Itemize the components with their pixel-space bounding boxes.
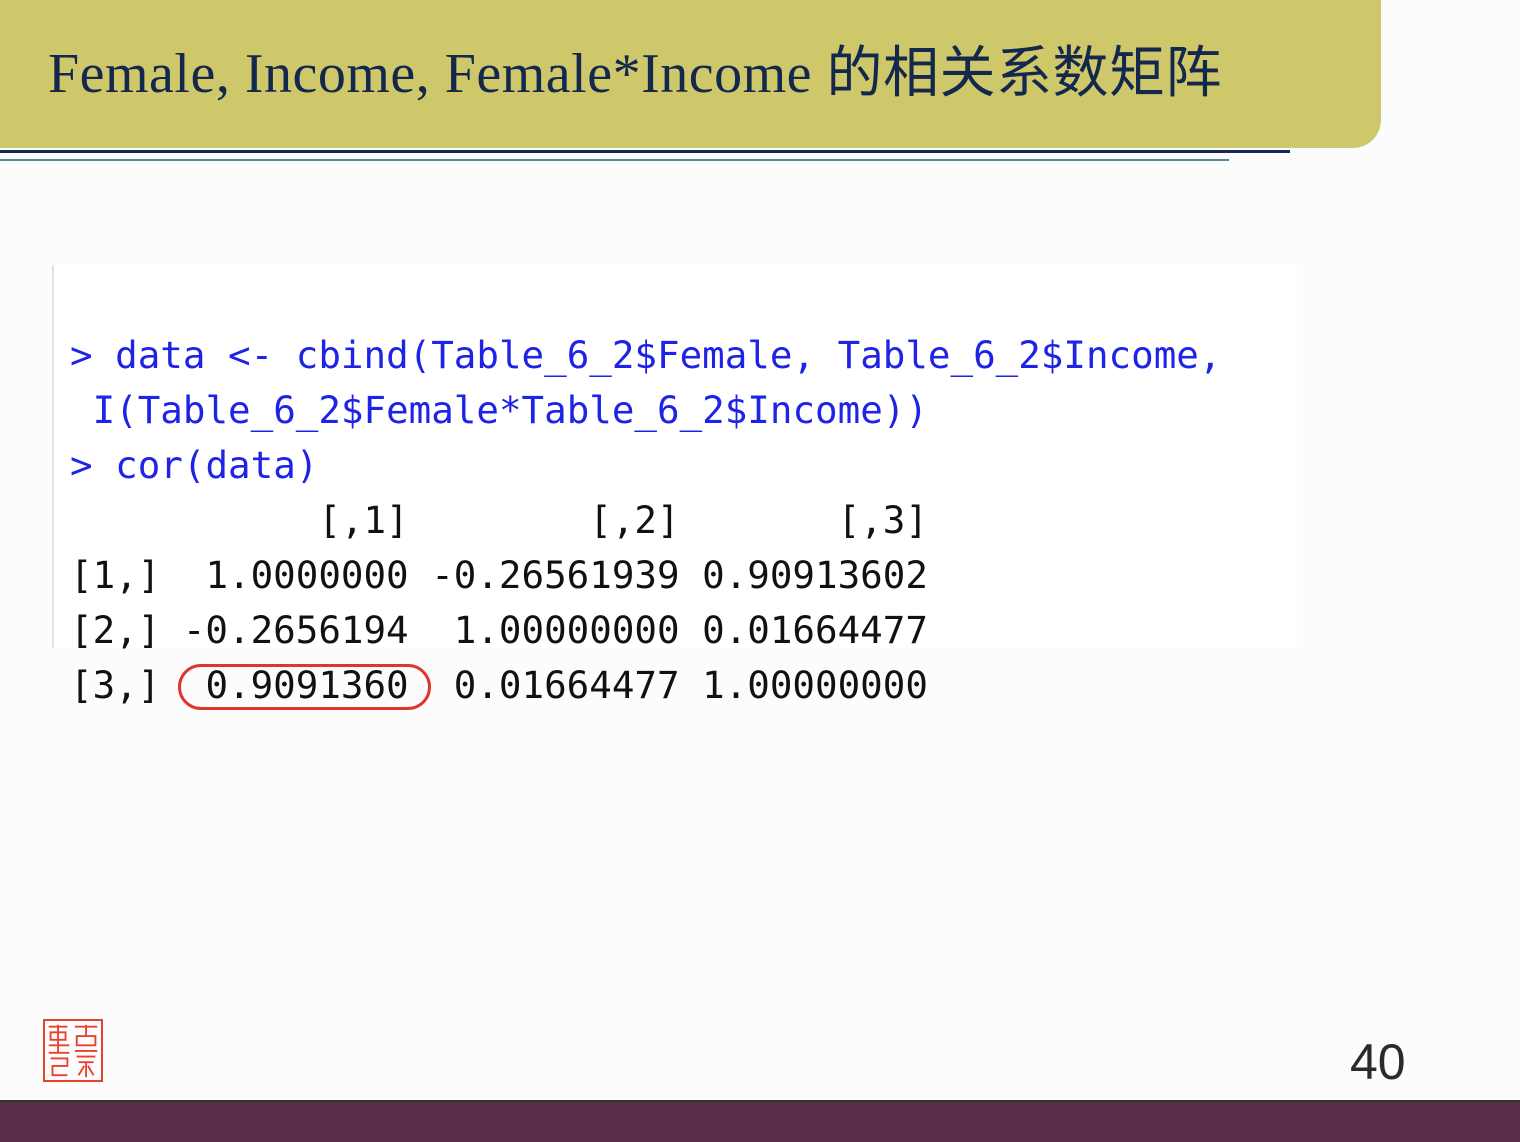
highlighted-matrix-cell: 0.9091360: [205, 663, 409, 707]
seal-logo-icon: [43, 1019, 103, 1082]
title-divider-dark: [0, 150, 1290, 153]
row-label: [3,]: [70, 663, 161, 707]
title-divider-light: [0, 159, 1229, 161]
matrix-cell: -0.2656194: [182, 608, 409, 652]
matrix-cell: 0.01664477: [453, 663, 680, 707]
matrix-row: [3,] 0.9091360 0.01664477 1.00000000: [70, 658, 1221, 713]
col-header: [,2]: [589, 498, 680, 542]
matrix-cell: 1.00000000: [702, 663, 928, 707]
matrix-cell: 0.01664477: [702, 608, 928, 652]
matrix-cell: -0.26561939: [431, 553, 680, 597]
title-bar: Female, Income, Female*Income 的相关系数矩阵: [0, 0, 1381, 148]
matrix-cell: 0.90913602: [702, 553, 928, 597]
command-line: > cor(data): [70, 443, 319, 487]
row-label: [1,]: [70, 553, 161, 597]
matrix-row: [1,] 1.0000000 -0.26561939 0.90913602: [70, 548, 1221, 603]
matrix-cell: 1.00000000: [453, 608, 680, 652]
command-line: I(Table_6_2$Female*Table_6_2$Income)): [70, 388, 928, 432]
matrix-cell: 1.0000000: [205, 553, 409, 597]
r-console-output: > data <- cbind(Table_6_2$Female, Table_…: [52, 265, 1297, 707]
row-label: [2,]: [70, 608, 161, 652]
matrix-row: [2,] -0.2656194 1.00000000 0.01664477: [70, 603, 1221, 658]
command-line: > data <- cbind(Table_6_2$Female, Table_…: [70, 333, 1222, 377]
slide-title: Female, Income, Female*Income 的相关系数矩阵: [48, 43, 1222, 105]
footer-bar: [0, 1100, 1520, 1142]
col-header: [,3]: [837, 498, 928, 542]
col-header: [,1]: [318, 498, 409, 542]
matrix-header-row: [,1] [,2] [,3]: [70, 493, 1221, 548]
page-number: 40: [1350, 1034, 1406, 1090]
